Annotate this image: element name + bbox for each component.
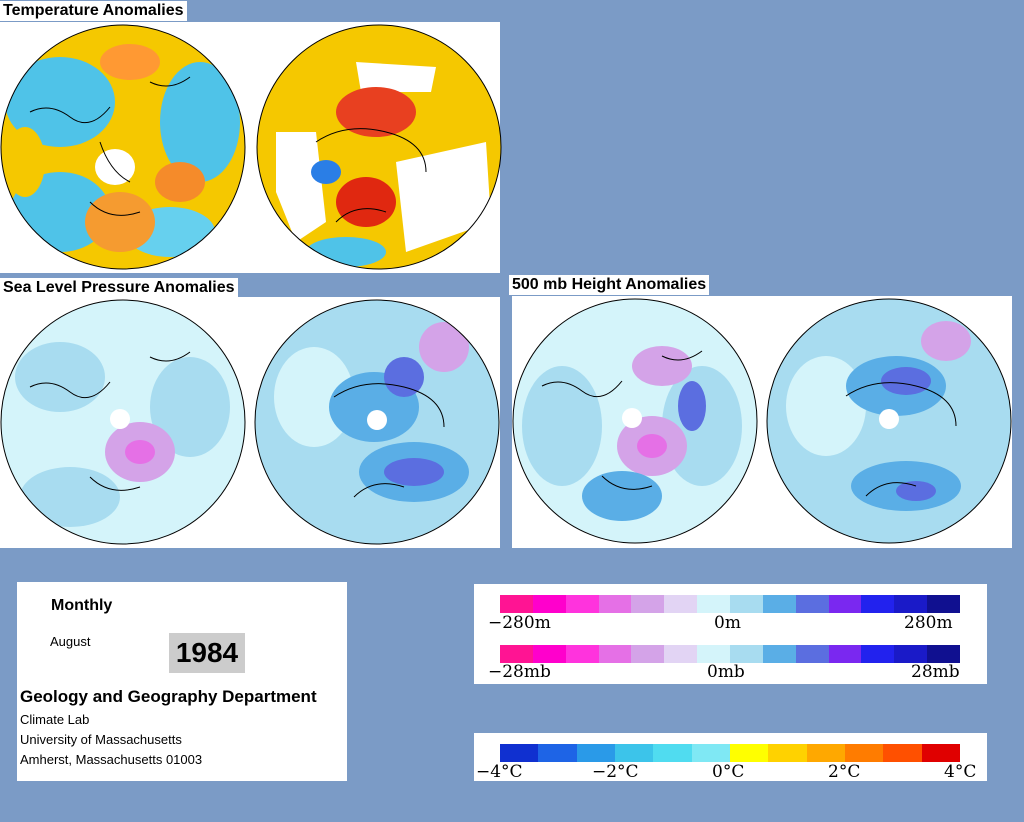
pressure-label-min: −28mb [488,662,551,682]
pressure-label-max: 28mb [911,662,960,682]
pressure-swatch [730,645,763,663]
pressure-swatch [795,645,829,663]
slp-globe-south [254,297,500,547]
pressure-color-bar [500,645,961,663]
pressure-swatch [828,645,862,663]
height-swatch [500,595,533,613]
temperature-swatch [576,744,615,762]
temperature-swatch [653,744,692,762]
height-label-zero: 0m [714,613,741,633]
temp-label-4: 4°C [944,762,977,782]
temperature-swatch [768,744,807,762]
height-pressure-legend: −280m 0m 280m −28mb 0mb 28mb [474,584,987,684]
slp-title: Sea Level Pressure Anomalies [0,278,238,298]
temperature-swatch [729,744,769,762]
pressure-swatch [927,645,961,663]
month-label: August [50,634,91,649]
height-swatch [730,595,763,613]
pressure-label-zero: 0mb [707,662,745,682]
pressure-swatch [598,645,632,663]
period-label: Monthly [51,597,113,614]
temperature-swatch [614,744,654,762]
height-label-min: −280m [488,613,551,633]
slp-panel [0,297,500,548]
temperature-swatch [921,744,960,762]
height-swatch [565,595,599,613]
pressure-swatch [532,645,566,663]
temp-label-2: 0°C [712,762,745,782]
height-color-bar [500,595,961,613]
height-swatch [828,595,862,613]
height-swatch [795,595,829,613]
pressure-swatch [500,645,533,663]
height-swatch [861,595,895,613]
height-swatch [927,595,961,613]
address-label: Amherst, Massachusetts 01003 [20,752,203,767]
temperature-globe-south [256,22,502,272]
pressure-swatch [861,645,895,663]
height-swatch [664,595,698,613]
pressure-swatch [631,645,665,663]
height-swatch [631,595,665,613]
temperature-swatch [883,744,922,762]
info-box: Monthly August 1984 Geology and Geograph… [17,582,347,781]
temp-label-0: −4°C [476,762,523,782]
year-label: 1984 [169,633,245,673]
pressure-swatch [697,645,731,663]
height-label-max: 280m [904,613,953,633]
height-swatch [532,595,566,613]
pressure-swatch [894,645,928,663]
height-swatch [894,595,928,613]
pressure-swatch [762,645,796,663]
pressure-swatch [565,645,599,663]
height-panel [512,296,1012,548]
department-label: Geology and Geography Department [20,687,317,706]
temp-label-3: 2°C [828,762,861,782]
slp-globe-north [0,297,246,547]
temperature-swatch [500,744,539,762]
temperature-swatch [844,744,884,762]
height-swatch [697,595,731,613]
height-globe-south [766,296,1012,546]
university-label: University of Massachusetts [20,732,182,747]
temperature-globe-north [0,22,246,272]
height-swatch [762,595,796,613]
temperature-swatch [538,744,577,762]
temperature-color-bar [500,744,960,762]
temperature-swatch [691,744,730,762]
lab-label: Climate Lab [20,712,90,727]
temperature-legend: −4°C −2°C 0°C 2°C 4°C [474,733,987,781]
pressure-swatch [664,645,698,663]
height-globe-north [512,296,758,546]
temperature-title: Temperature Anomalies [0,1,187,21]
temperature-panel [0,22,502,273]
temp-label-1: −2°C [592,762,639,782]
height-title: 500 mb Height Anomalies [509,275,710,295]
height-swatch [598,595,632,613]
temperature-swatch [806,744,845,762]
